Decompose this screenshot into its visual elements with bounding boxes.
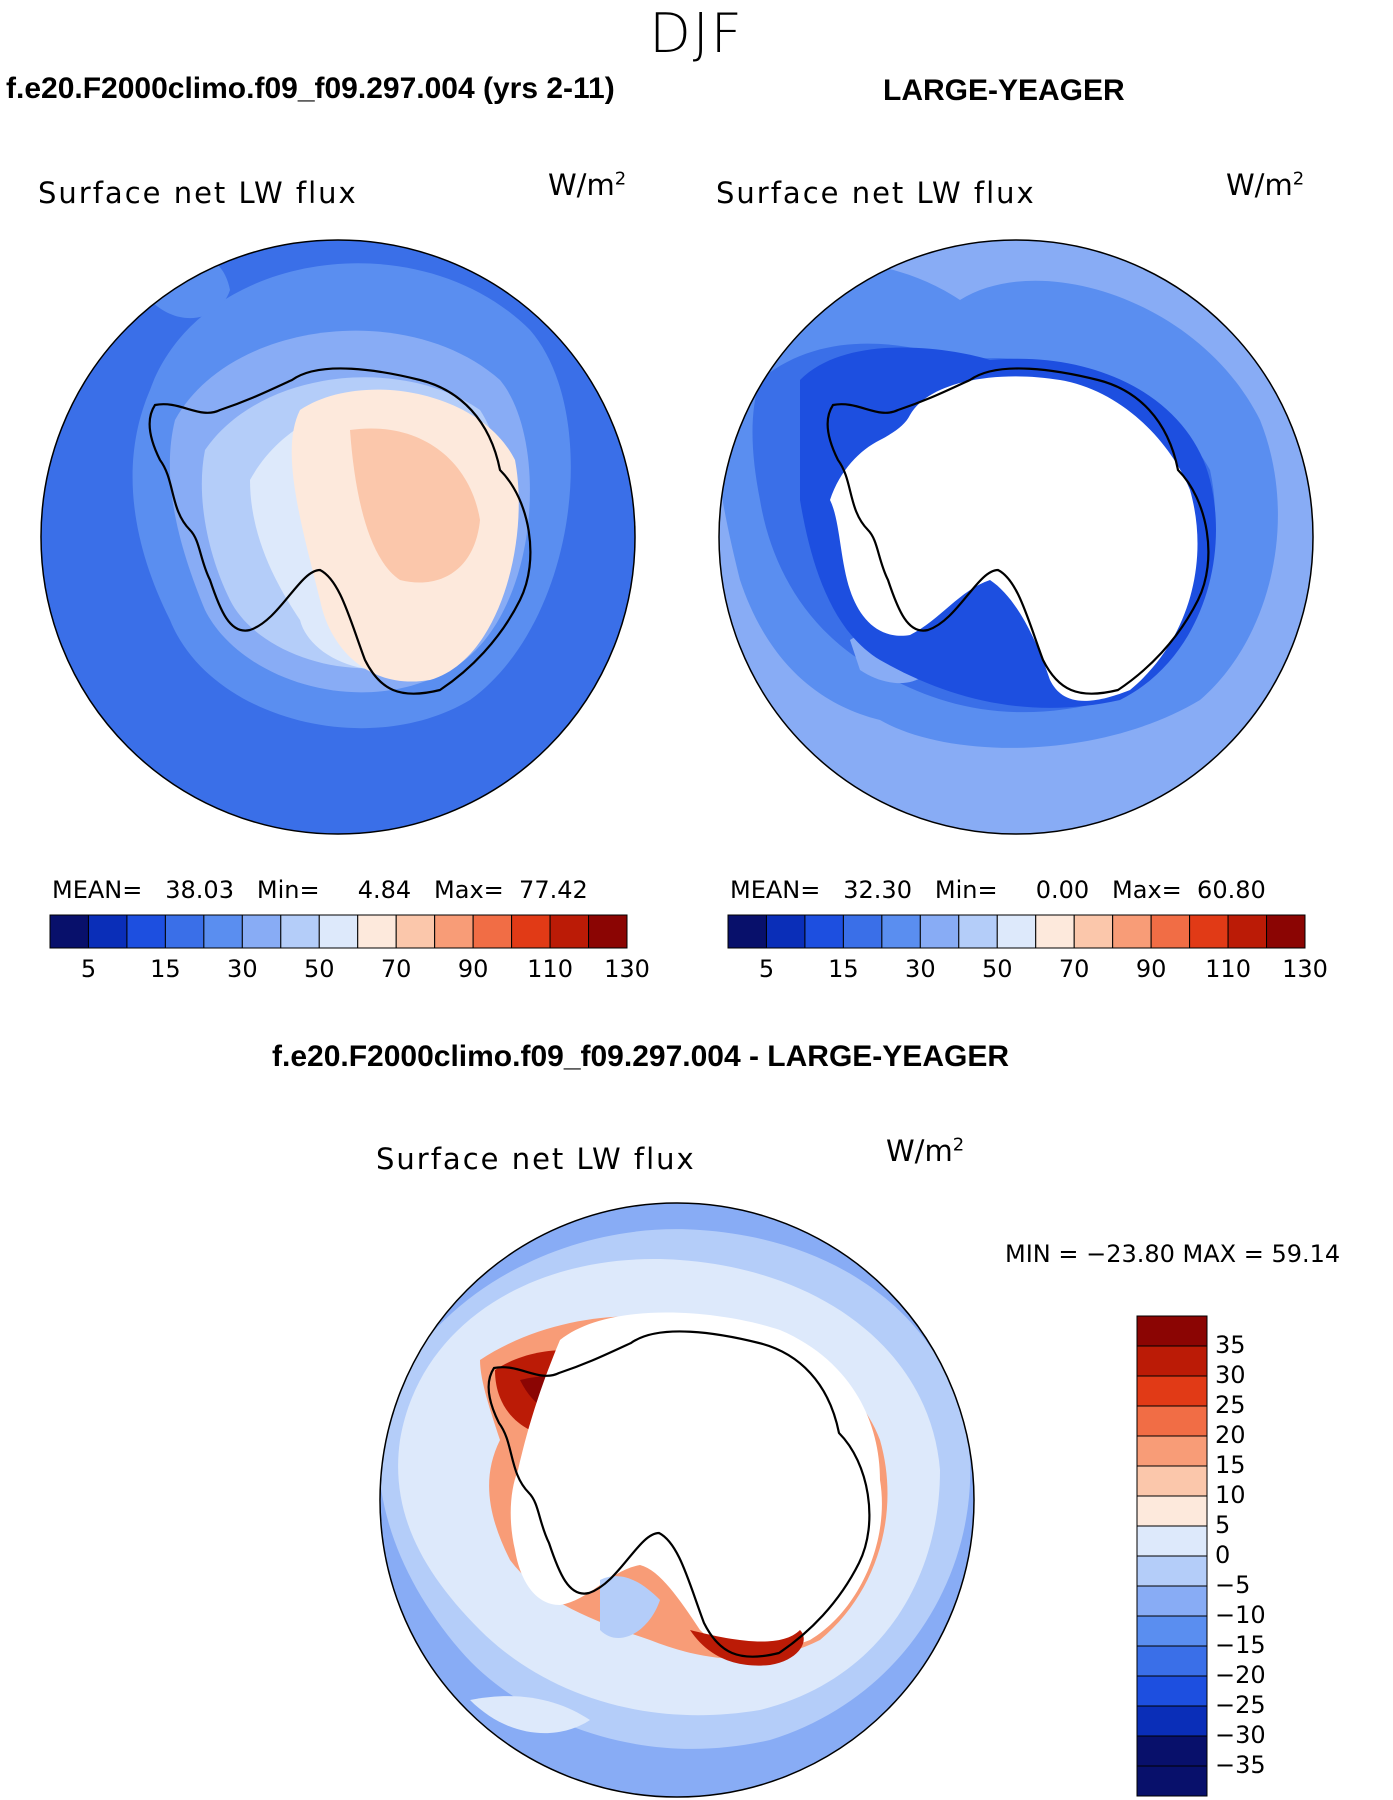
panel-2-colorbar-tick-label: 70 (1058, 955, 1090, 983)
panel-1-colorbar-ticks: 5 15 30 50 70 90 110 130 (50, 955, 650, 985)
diff-colorbar-tick-label: 35 (1215, 1331, 1246, 1359)
panel-1-colorbar-swatch (395, 914, 436, 949)
panel-1-colorbar (49, 914, 628, 949)
diff-colorbar-tick-label: 15 (1215, 1451, 1246, 1479)
panel-1-case-title: f.e20.F2000climo.f09_f09.297.004 (yrs 2-… (6, 72, 615, 105)
panel-1-colorbar-swatch (318, 914, 359, 949)
diff-panel-units: W/m2 (886, 1134, 965, 1168)
diff-colorbar-tick-label: −35 (1215, 1751, 1266, 1779)
diff-colorbar-tick-label: 20 (1215, 1421, 1246, 1449)
panel-1-colorbar-swatch (472, 914, 513, 949)
panel-1-colorbar-swatch (87, 914, 128, 949)
diff-colorbar-tick-label: 25 (1215, 1391, 1246, 1419)
diff-colorbar-swatch (1136, 1495, 1208, 1527)
panel-1-stats: MEAN= 38.03 Min= 4.84 Max= 77.42 (52, 876, 588, 904)
panel-2-colorbar-tick-label: 30 (905, 955, 936, 983)
panel-2-colorbar-ticks: 5 15 30 50 70 90 110 130 (728, 955, 1328, 985)
diff-panel-variable-title: Surface net LW flux (376, 1142, 696, 1176)
diff-colorbar-swatch (1136, 1345, 1208, 1377)
panel-1-colorbar-tick-label: 15 (150, 955, 181, 983)
panel-2-colorbar-swatch (727, 914, 767, 949)
diff-colorbar-swatch (1136, 1585, 1208, 1617)
panel-2-colorbar-tick-label: 50 (981, 955, 1013, 983)
diff-colorbar-tick-label: 0 (1215, 1541, 1231, 1569)
panel-1-colorbar-tick-label: 30 (227, 955, 258, 983)
panel-1-colorbar-swatch (588, 914, 628, 949)
diff-colorbar-swatch (1136, 1405, 1208, 1437)
panel-1-colorbar-tick-label: 50 (303, 955, 335, 983)
diff-panel-colorbar (1136, 1315, 1208, 1797)
diff-colorbar-swatch (1136, 1465, 1208, 1497)
diff-colorbar-tick-label: 10 (1215, 1481, 1246, 1509)
diff-colorbar-tick-label: −20 (1215, 1661, 1266, 1689)
diff-colorbar-swatch (1136, 1735, 1208, 1767)
panel-2-colorbar-tick-label: 90 (1135, 955, 1167, 983)
panel-2-colorbar-swatch (919, 914, 960, 949)
panel-1-colorbar-swatch (549, 914, 590, 949)
panel-1-colorbar-tick-label: 5 (80, 955, 97, 983)
diff-colorbar-tick-label: −10 (1215, 1601, 1266, 1629)
diff-colorbar-tick-label: 5 (1215, 1511, 1231, 1539)
panel-2-colorbar (727, 914, 1306, 949)
panel-2-colorbar-swatch (1112, 914, 1152, 949)
panel-1-colorbar-swatch (280, 914, 320, 949)
panel-2-stats: MEAN= 32.30 Min= 0.00 Max= 60.80 (730, 876, 1266, 904)
diff-colorbar-swatch (1136, 1525, 1208, 1557)
panel-2-colorbar-swatch (765, 914, 806, 949)
panel-2-colorbar-tick-label: 5 (758, 955, 775, 983)
diff-colorbar-tick-label: −15 (1215, 1631, 1266, 1659)
panel-1-colorbar-swatch (164, 914, 205, 949)
diff-panel-title: f.e20.F2000climo.f09_f09.297.004 - LARGE… (272, 1040, 1009, 1073)
panel-1-colorbar-tick-label: 130 (604, 955, 650, 983)
panel-2-colorbar-tick-label: 15 (828, 955, 859, 983)
panel-2-colorbar-tick-label: 110 (1205, 955, 1251, 983)
panel-2-variable-title: Surface net LW flux (716, 176, 1036, 210)
panel-2-colorbar-tick-label: 130 (1282, 955, 1328, 983)
panel-2-colorbar-swatch (996, 914, 1037, 949)
panel-2-units: W/m2 (1226, 168, 1305, 202)
diff-colorbar-swatch (1136, 1705, 1208, 1737)
panel-2-colorbar-swatch (842, 914, 883, 949)
panel-1-colorbar-tick-label: 70 (380, 955, 412, 983)
panel-2-antarctica-coastline (826, 367, 1210, 695)
diff-colorbar-swatch (1136, 1555, 1208, 1587)
panel-1-variable-title: Surface net LW flux (38, 176, 358, 210)
diff-panel-antarctica-coastline (487, 1330, 871, 1658)
panel-1-colorbar-tick-label: 90 (457, 955, 489, 983)
panel-1-colorbar-swatch (511, 914, 551, 949)
panel-2-colorbar-swatch (1189, 914, 1229, 949)
diff-panel-colorbar-ticks: 35 30 25 20 15 10 5 0 −5 −10 −15 −20 −25 −30 −35 (1215, 1316, 1295, 1796)
panel-2-colorbar-swatch (1266, 914, 1306, 949)
panel-2-colorbar-swatch (804, 914, 844, 949)
panel-1-colorbar-swatch (203, 914, 243, 949)
diff-colorbar-swatch (1136, 1375, 1208, 1407)
diff-colorbar-tick-label: 30 (1215, 1361, 1246, 1389)
diff-colorbar-tick-label: −25 (1215, 1691, 1266, 1719)
panel-1-antarctica-coastline (148, 367, 532, 695)
panel-1-units: W/m2 (548, 168, 627, 202)
diff-colorbar-swatch (1136, 1675, 1208, 1707)
panel-2-colorbar-swatch (1073, 914, 1114, 949)
season-title: DJF (649, 2, 744, 65)
diff-colorbar-swatch (1136, 1435, 1208, 1467)
diff-colorbar-tick-label: −5 (1215, 1571, 1251, 1599)
panel-1-colorbar-swatch (434, 914, 474, 949)
diff-colorbar-swatch (1136, 1315, 1208, 1347)
diff-panel-min-max: MIN = −23.80 MAX = 59.14 (1005, 1240, 1341, 1268)
panel-1-colorbar-tick-label: 110 (527, 955, 573, 983)
panel-2-case-title: LARGE-YEAGER (883, 74, 1125, 107)
diff-colorbar-swatch (1136, 1615, 1208, 1647)
diff-colorbar-swatch (1136, 1645, 1208, 1677)
diff-colorbar-tick-label: −30 (1215, 1721, 1266, 1749)
diff-colorbar-swatch (1136, 1765, 1208, 1797)
